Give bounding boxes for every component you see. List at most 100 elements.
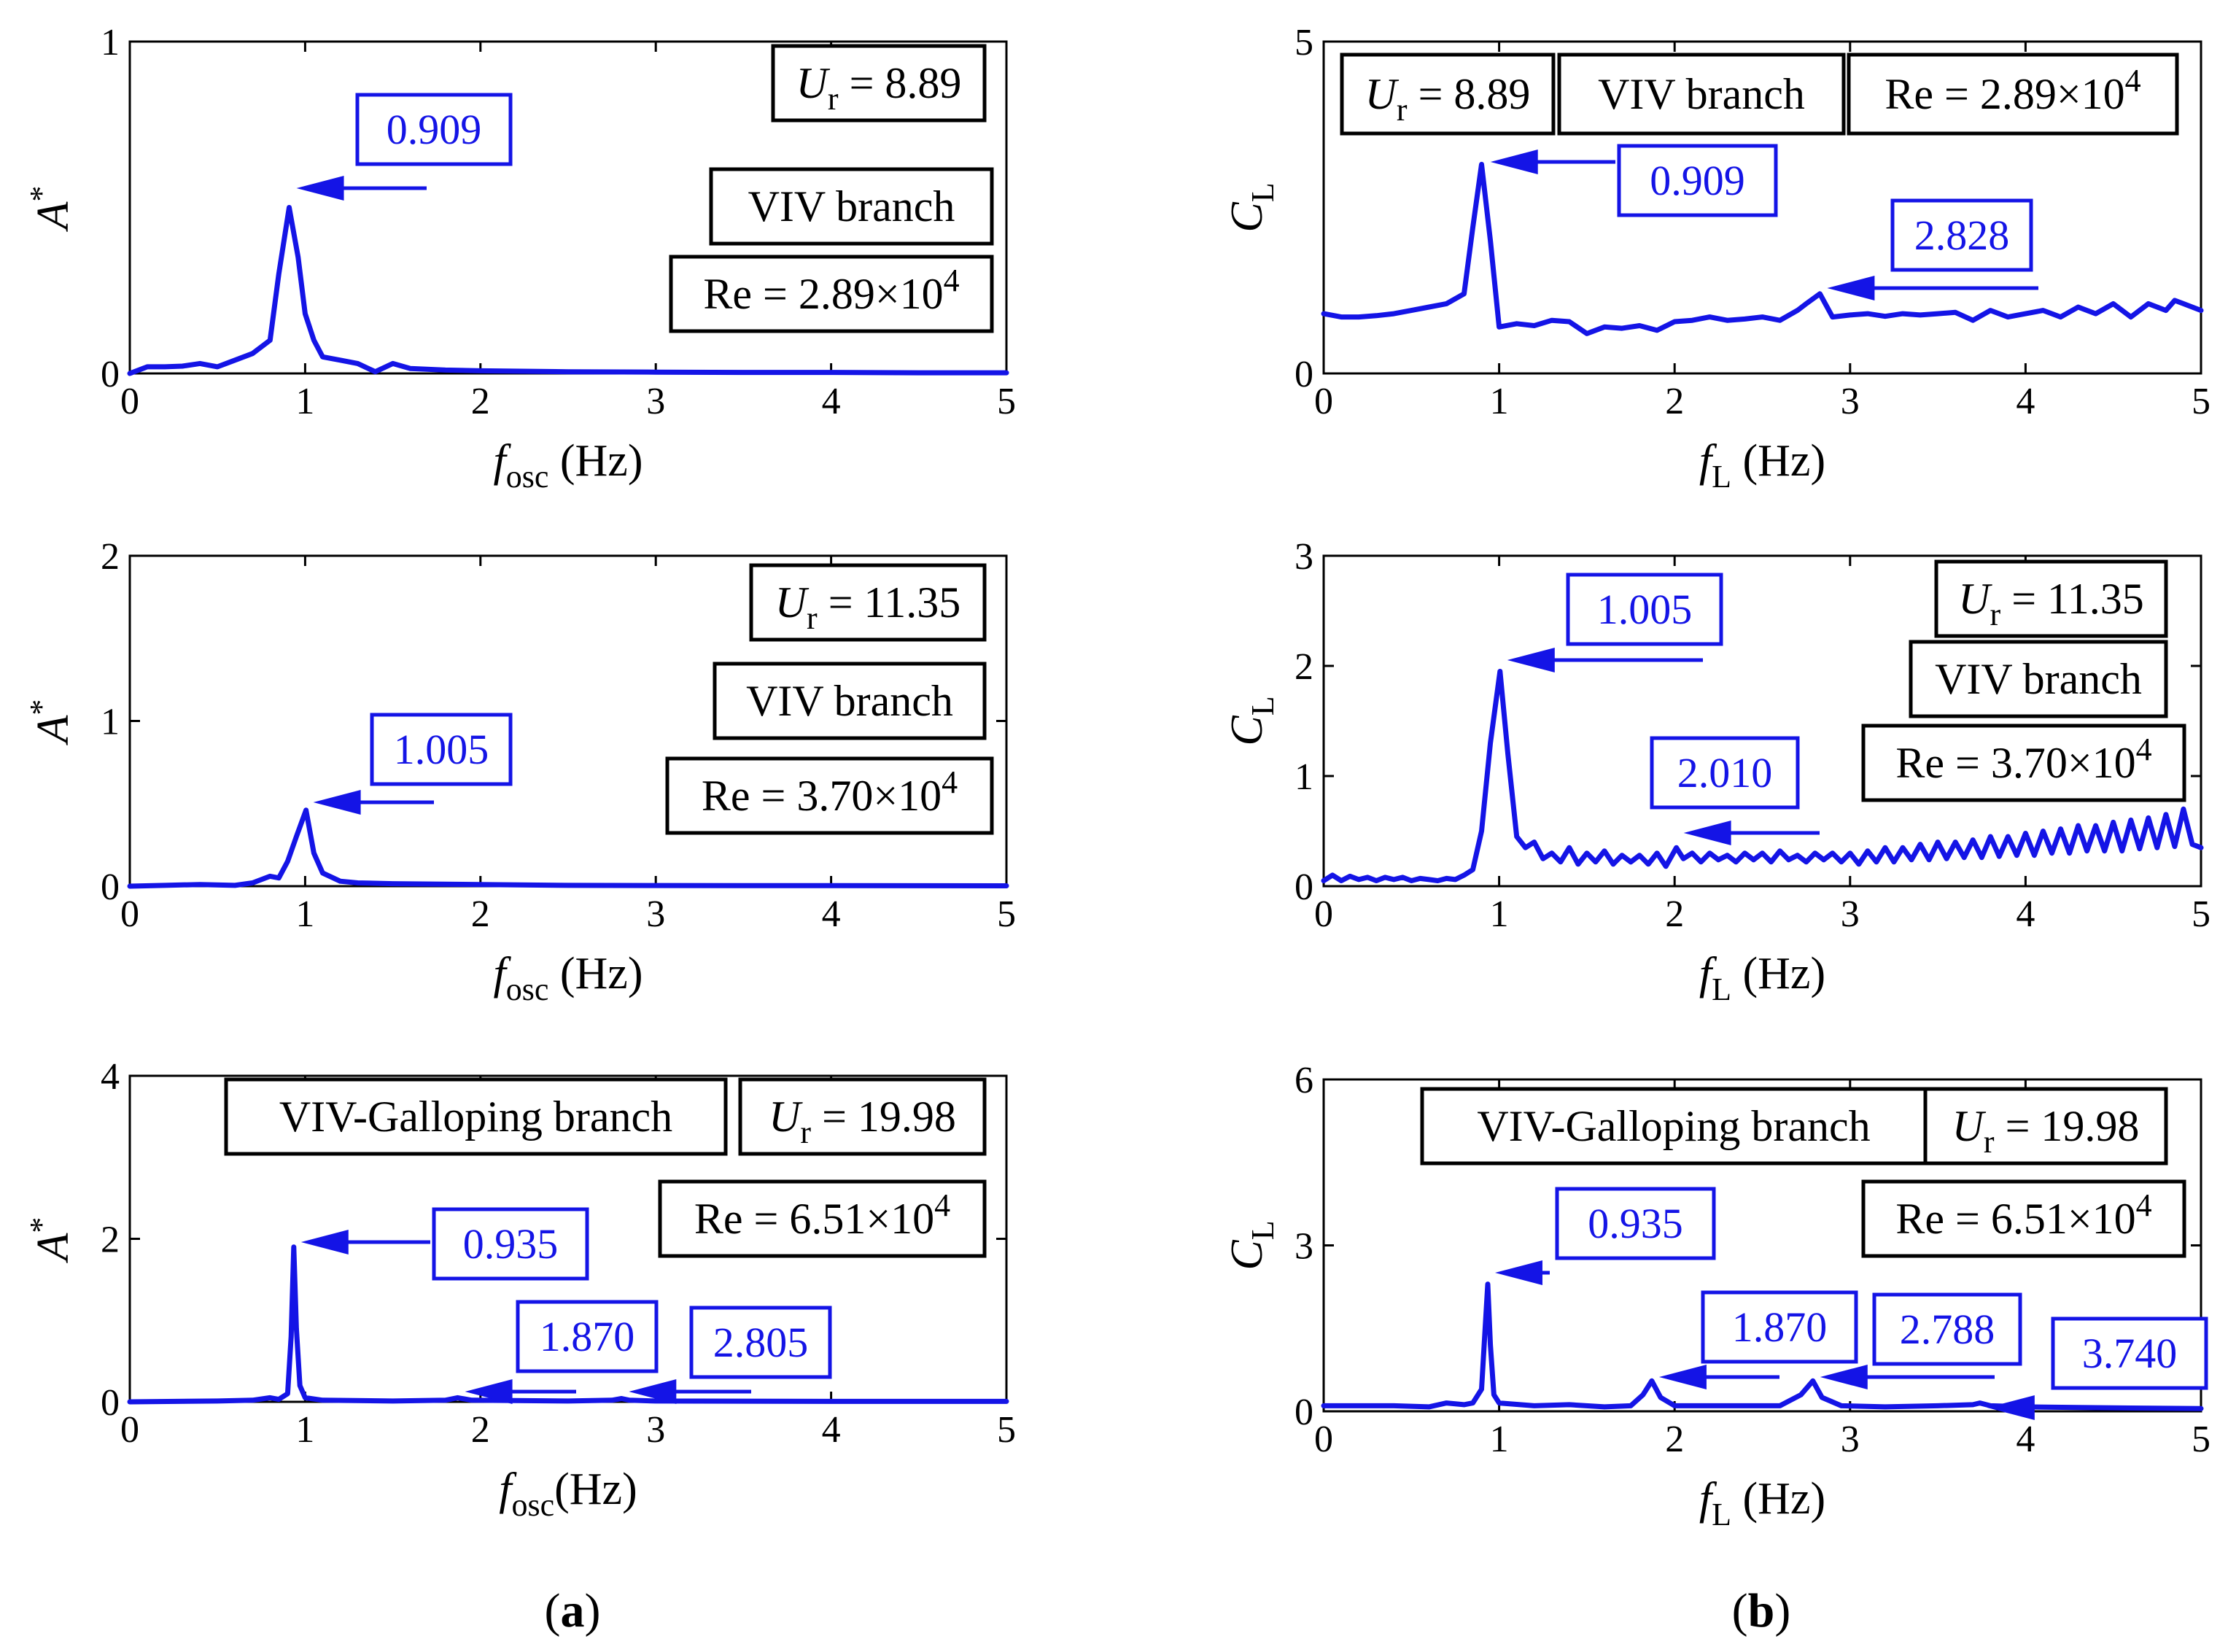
info-box bbox=[1557, 53, 1846, 136]
y-tick-label: 2 bbox=[1295, 646, 1313, 688]
x-tick-label: 4 bbox=[822, 1409, 841, 1451]
y-tick-label: 3 bbox=[1295, 1226, 1313, 1268]
info-box-text-sup: 4 bbox=[942, 764, 958, 800]
plot-frame bbox=[1322, 40, 2202, 375]
data-series-line bbox=[1321, 161, 2204, 336]
annotation-label: 3.740 bbox=[2082, 1330, 2178, 1377]
x-tick-label: 2 bbox=[1665, 1419, 1684, 1460]
info-box-text-main: Re = 6.51×10 bbox=[1895, 1195, 2135, 1243]
y-axis-label: CL bbox=[1222, 1220, 1281, 1270]
y-axis-label-sup: * bbox=[23, 186, 59, 202]
x-axis-label: fosc (Hz) bbox=[494, 436, 643, 495]
y-tick-label: 6 bbox=[1295, 1060, 1313, 1101]
info-box-text-sup: 4 bbox=[2136, 732, 2152, 767]
info-box-text-main: VIV-Galloping branch bbox=[1477, 1102, 1870, 1150]
info-box-text-rest: = 8.89 bbox=[839, 59, 962, 107]
x-tick-label: 4 bbox=[2016, 1419, 2035, 1460]
annotation-label: 1.005 bbox=[394, 726, 489, 773]
x-tick-label: 3 bbox=[1841, 1419, 1860, 1460]
info-box-text: VIV branch bbox=[1935, 655, 2142, 703]
x-tick-label: 4 bbox=[2016, 893, 2035, 935]
annotation-box bbox=[1555, 1187, 1716, 1260]
info-box-text-main: VIV-Galloping branch bbox=[279, 1093, 672, 1141]
y-tick-label: 2 bbox=[101, 536, 120, 578]
x-tick-label: 1 bbox=[1490, 893, 1509, 935]
annotation-box bbox=[689, 1306, 832, 1379]
annotation-label: 2.805 bbox=[713, 1319, 809, 1366]
y-axis-label: CL bbox=[1222, 696, 1281, 745]
annotation-arrowhead bbox=[313, 790, 361, 815]
info-box-text: VIV-Galloping branch bbox=[1477, 1102, 1870, 1150]
x-axis-label-sub: osc bbox=[506, 972, 549, 1007]
info-box-text: Ur = 19.98 bbox=[769, 1093, 956, 1150]
annotation-label: 1.870 bbox=[540, 1313, 635, 1360]
x-tick-label: 4 bbox=[822, 893, 841, 935]
info-box-text-sub: r bbox=[807, 600, 818, 636]
chart-a3: 0 1 2 3 4 5 0 2 4 fosc(Hz) A* VIV-Galloping branch U… bbox=[23, 1056, 1016, 1523]
annotation-box bbox=[1566, 573, 1723, 646]
x-axis-label-sub: osc bbox=[511, 1487, 554, 1523]
y-tick-label: 0 bbox=[101, 1382, 120, 1424]
annotation-arrowhead bbox=[1820, 1365, 1868, 1389]
y-axis-label-sup: * bbox=[23, 1217, 59, 1233]
info-box-text-sup: 4 bbox=[2125, 63, 2141, 98]
x-axis-label-sub: osc bbox=[506, 459, 549, 495]
info-box-text: Re = 2.89×104 bbox=[1885, 63, 2140, 118]
y-tick-label: 1 bbox=[1295, 756, 1313, 798]
y-tick-label: 0 bbox=[1295, 866, 1313, 908]
info-box-text: VIV branch bbox=[1598, 70, 1805, 118]
x-tick-label: 1 bbox=[295, 381, 314, 422]
annotation-arrowhead bbox=[1494, 1260, 1542, 1285]
y-axis-label: A* bbox=[23, 186, 78, 233]
x-tick-label: 5 bbox=[2192, 381, 2210, 422]
info-box bbox=[224, 1077, 728, 1156]
x-axis-label: fosc(Hz) bbox=[499, 1465, 637, 1523]
x-tick-label: 3 bbox=[1841, 893, 1860, 935]
info-box bbox=[738, 1077, 987, 1156]
annotation-box bbox=[516, 1300, 659, 1373]
x-tick-label: 2 bbox=[1665, 893, 1684, 935]
annotation-box bbox=[355, 93, 513, 166]
info-box-text-main: VIV branch bbox=[748, 182, 955, 230]
info-box-text-main: U bbox=[796, 59, 831, 107]
y-tick-label: 1 bbox=[101, 22, 120, 63]
panel-label-a: (a) bbox=[545, 1584, 601, 1637]
info-box-text-main: U bbox=[1958, 575, 1992, 623]
info-box-text-main: Re = 6.51×10 bbox=[694, 1195, 934, 1243]
data-series-line bbox=[127, 807, 1009, 889]
y-tick-label: 3 bbox=[1295, 536, 1313, 578]
x-tick-label: 4 bbox=[822, 381, 841, 422]
annotation-box bbox=[1650, 736, 1800, 810]
x-tick-label: 2 bbox=[471, 893, 490, 935]
plot-frame bbox=[1322, 554, 2202, 888]
annotation-label: 1.870 bbox=[1732, 1303, 1828, 1351]
x-tick-label: 5 bbox=[997, 381, 1016, 422]
y-axis-label-main: A bbox=[28, 714, 78, 745]
info-box-text: Ur = 8.89 bbox=[1365, 70, 1531, 128]
info-box-text-rest: = 11.35 bbox=[818, 578, 961, 627]
x-tick-label: 5 bbox=[997, 1409, 1016, 1451]
info-box bbox=[1909, 640, 2168, 718]
info-box-text: Ur = 19.98 bbox=[1952, 1102, 2140, 1160]
x-tick-label: 0 bbox=[1314, 1419, 1333, 1460]
info-box-text-rest: = 8.89 bbox=[1408, 70, 1531, 118]
x-tick-label: 1 bbox=[1490, 1419, 1509, 1460]
y-tick-label: 1 bbox=[101, 702, 120, 743]
y-tick-label: 5 bbox=[1295, 22, 1313, 63]
y-axis-label-sub: L bbox=[1245, 182, 1281, 202]
annotation-arrowhead bbox=[300, 1230, 349, 1254]
info-box-text: Ur = 8.89 bbox=[796, 59, 962, 117]
annotation-arrowhead bbox=[1658, 1365, 1707, 1389]
y-axis-label: CL bbox=[1222, 182, 1281, 232]
annotation-label: 1.005 bbox=[1597, 586, 1693, 633]
x-tick-label: 0 bbox=[120, 381, 139, 422]
info-box bbox=[709, 167, 994, 246]
x-tick-label: 3 bbox=[646, 893, 665, 935]
annotation-arrowhead bbox=[1507, 648, 1555, 672]
info-box bbox=[1934, 559, 2168, 638]
x-axis-label-unit: (Hz) bbox=[1731, 436, 1825, 486]
annotation-box bbox=[1617, 144, 1778, 217]
